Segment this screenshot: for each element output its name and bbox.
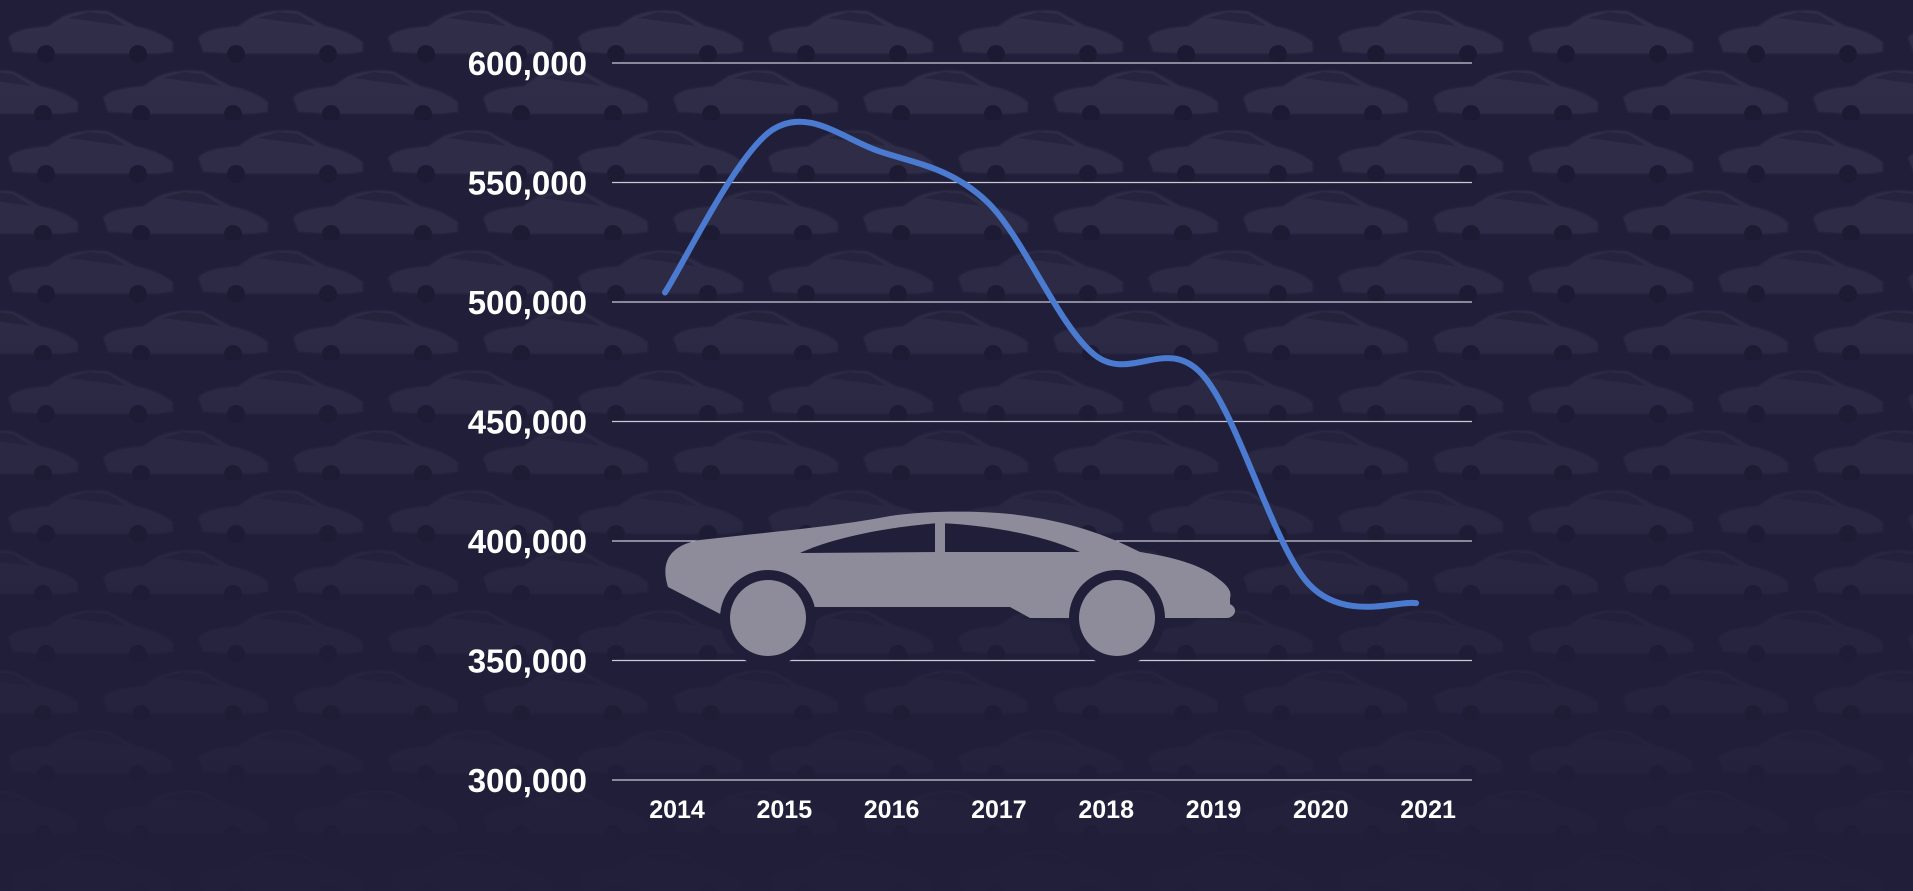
y-tick-label: 600,000 bbox=[468, 45, 587, 82]
car-icon bbox=[665, 511, 1236, 666]
series-group bbox=[662, 118, 1420, 610]
x-tick-label: 2020 bbox=[1293, 796, 1349, 824]
gridlines bbox=[612, 62, 1472, 781]
x-tick-label: 2019 bbox=[1186, 796, 1242, 824]
series-line bbox=[662, 118, 1420, 610]
x-tick-label: 2015 bbox=[756, 796, 812, 824]
y-tick-label: 450,000 bbox=[468, 404, 587, 441]
y-tick-label: 400,000 bbox=[468, 523, 587, 560]
x-tick-label: 2018 bbox=[1078, 796, 1134, 824]
y-tick-label: 550,000 bbox=[468, 165, 587, 202]
x-tick-label: 2016 bbox=[864, 796, 920, 824]
x-tick-label: 2017 bbox=[971, 796, 1027, 824]
x-axis-ticks: 2014 2015 2016 2017 2018 2019 2020 2021 bbox=[649, 796, 1456, 824]
x-tick-label: 2021 bbox=[1400, 796, 1456, 824]
x-tick-label: 2014 bbox=[649, 796, 705, 824]
y-tick-label: 350,000 bbox=[468, 643, 587, 680]
y-axis-ticks: 600,000 550,000 500,000 450,000 400,000 350,0… bbox=[468, 45, 587, 799]
y-tick-label: 500,000 bbox=[468, 284, 587, 321]
y-tick-label: 300,000 bbox=[468, 762, 587, 799]
